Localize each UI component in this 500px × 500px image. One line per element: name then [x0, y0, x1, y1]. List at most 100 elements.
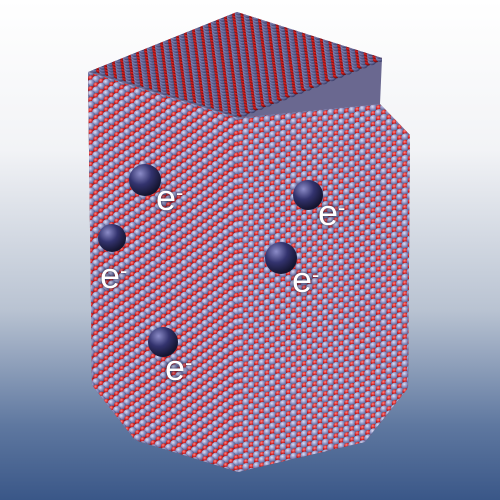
- oxygen-atom: [88, 424, 90, 431]
- oxygen-atom: [93, 449, 100, 456]
- oxygen-atom: [418, 338, 424, 344]
- metal-atom: [88, 299, 91, 309]
- oxygen-atom: [93, 493, 99, 499]
- metal-atom: [412, 381, 421, 390]
- oxygen-atom: [407, 306, 410, 314]
- oxygen-atom: [413, 441, 419, 447]
- oxygen-atom: [418, 252, 424, 258]
- oxygen-atom: [207, 463, 214, 470]
- oxygen-atom: [418, 370, 424, 376]
- oxygen-atom: [322, 455, 330, 463]
- oxygen-atom: [124, 437, 131, 444]
- oxygen-atom: [407, 328, 410, 335]
- oxygen-atom: [88, 467, 90, 472]
- oxygen-atom: [333, 454, 340, 462]
- metal-atom: [332, 459, 342, 468]
- metal-atom: [107, 463, 117, 472]
- oxygen-atom: [98, 467, 105, 472]
- metal-atom: [88, 461, 91, 471]
- metal-atom: [406, 429, 410, 439]
- oxygen-atom: [387, 93, 393, 99]
- metal-atom: [88, 418, 91, 427]
- metal-atom: [316, 455, 326, 464]
- oxygen-atom: [413, 355, 419, 361]
- metal-atom: [102, 467, 112, 472]
- oxygen-atom: [243, 469, 250, 472]
- oxygen-atom: [140, 458, 147, 465]
- oxygen-atom: [391, 443, 399, 450]
- metal-atom: [144, 469, 153, 472]
- metal-atom: [417, 331, 426, 340]
- oxygen-atom: [402, 107, 409, 114]
- metal-atom: [139, 473, 148, 482]
- metal-atom: [395, 409, 405, 418]
- metal-atom: [238, 477, 247, 486]
- metal-atom: [88, 457, 96, 467]
- metal-atom: [112, 438, 122, 448]
- metal-atom: [88, 428, 91, 438]
- metal-atom: [118, 445, 127, 455]
- metal-atom: [170, 483, 179, 492]
- metal-atom: [88, 169, 91, 179]
- oxygen-atom: [202, 478, 208, 484]
- metal-atom: [238, 468, 246, 472]
- oxygen-atom: [83, 479, 89, 485]
- metal-atom: [321, 460, 331, 469]
- oxygen-atom: [365, 440, 372, 448]
- metal-atom: [385, 442, 395, 452]
- metal-atom: [243, 484, 252, 493]
- metal-atom: [123, 441, 132, 451]
- oxygen-atom: [140, 469, 147, 472]
- metal-atom: [88, 223, 91, 233]
- oxygen-atom: [208, 495, 214, 500]
- metal-atom: [123, 463, 132, 472]
- metal-atom: [353, 446, 363, 455]
- oxygen-atom: [192, 463, 199, 470]
- oxygen-atom: [413, 96, 419, 102]
- oxygen-atom: [413, 171, 419, 177]
- metal-atom: [102, 456, 112, 466]
- oxygen-atom: [301, 458, 309, 465]
- oxygen-atom: [150, 494, 156, 500]
- metal-atom: [92, 399, 101, 409]
- metal-atom: [395, 106, 405, 116]
- oxygen-atom: [88, 475, 94, 481]
- oxygen-atom: [119, 495, 125, 500]
- oxygen-atom: [418, 392, 424, 398]
- oxygen-atom: [124, 459, 131, 466]
- metal-atom: [295, 457, 304, 467]
- metal-atom: [134, 488, 143, 497]
- oxygen-atom: [88, 381, 90, 388]
- oxygen-atom: [88, 464, 95, 471]
- oxygen-atom: [344, 453, 351, 461]
- metal-atom: [380, 427, 389, 436]
- metal-atom: [390, 404, 400, 414]
- metal-atom: [175, 479, 184, 488]
- oxygen-atom: [407, 414, 410, 422]
- oxygen-atom: [407, 382, 410, 389]
- metal-atom: [406, 224, 410, 234]
- oxygen-atom: [98, 478, 104, 484]
- oxygen-atom: [397, 113, 404, 120]
- metal-atom: [417, 439, 426, 448]
- metal-atom: [212, 474, 221, 483]
- oxygen-atom: [145, 487, 151, 493]
- oxygen-atom: [391, 104, 399, 105]
- oxygen-atom: [375, 439, 383, 446]
- metal-atom: [390, 447, 400, 457]
- oxygen-atom: [129, 455, 136, 462]
- metal-atom: [88, 277, 91, 287]
- metal-atom: [88, 191, 91, 201]
- metal-atom: [279, 464, 289, 472]
- oxygen-atom: [88, 453, 95, 460]
- metal-atom: [206, 489, 215, 498]
- oxygen-atom: [312, 457, 319, 464]
- oxygen-atom: [166, 483, 172, 489]
- oxygen-atom: [119, 462, 126, 470]
- crystal-face-right: [238, 93, 426, 472]
- metal-atom: [358, 440, 368, 449]
- oxygen-atom: [413, 204, 419, 210]
- metal-atom: [380, 437, 389, 447]
- oxygen-atom: [88, 89, 90, 97]
